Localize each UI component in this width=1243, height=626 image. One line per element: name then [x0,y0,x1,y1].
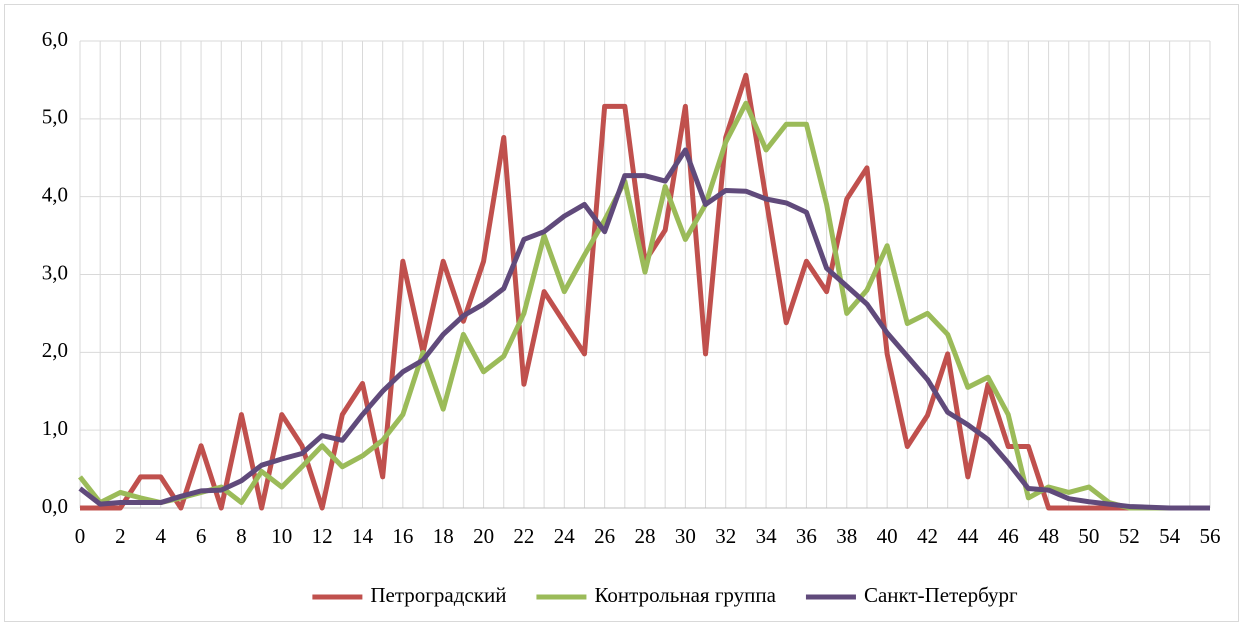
y-tick-label: 3,0 [42,260,68,284]
x-tick-label: 42 [917,524,938,548]
x-tick-label: 44 [957,524,979,548]
x-tick-label: 40 [877,524,898,548]
x-tick-label: 56 [1200,524,1221,548]
x-tick-label: 6 [196,524,207,548]
x-tick-label: 28 [635,524,656,548]
x-tick-label: 22 [513,524,534,548]
x-tick-label: 36 [796,524,817,548]
legend-label: Контрольная группа [594,583,776,607]
x-tick-label: 32 [715,524,736,548]
x-tick-label: 4 [155,524,166,548]
series-line [78,100,1210,511]
y-tick-label: 1,0 [42,416,68,440]
x-tick-label: 14 [352,524,374,548]
y-tick-label: 5,0 [42,105,68,129]
x-tick-label: 54 [1159,524,1181,548]
x-tick-label: 30 [675,524,696,548]
x-tick-label: 50 [1078,524,1099,548]
y-tick-label: 0,0 [42,494,68,518]
x-tick-label: 2 [115,524,126,548]
x-tick-label: 48 [1038,524,1059,548]
x-tick-label: 10 [271,524,292,548]
x-tick-label: 20 [473,524,494,548]
series-line [78,147,1210,511]
x-tick-label: 8 [236,524,247,548]
x-tick-label: 12 [312,524,333,548]
x-tick-label: 24 [554,524,576,548]
y-tick-label: 4,0 [42,182,68,206]
x-tick-label: 38 [836,524,857,548]
y-tick-label: 2,0 [42,338,68,362]
y-tick-label: 6,0 [42,27,68,51]
legend-label: Санкт-Петербург [864,583,1018,607]
x-tick-label: 0 [75,524,86,548]
legend-label: Петроградский [370,583,506,607]
x-tick-label: 46 [998,524,1019,548]
x-tick-label: 52 [1119,524,1140,548]
x-tick-label: 16 [392,524,413,548]
x-tick-label: 34 [756,524,778,548]
x-tick-label: 18 [433,524,454,548]
x-tick-label: 26 [594,524,615,548]
